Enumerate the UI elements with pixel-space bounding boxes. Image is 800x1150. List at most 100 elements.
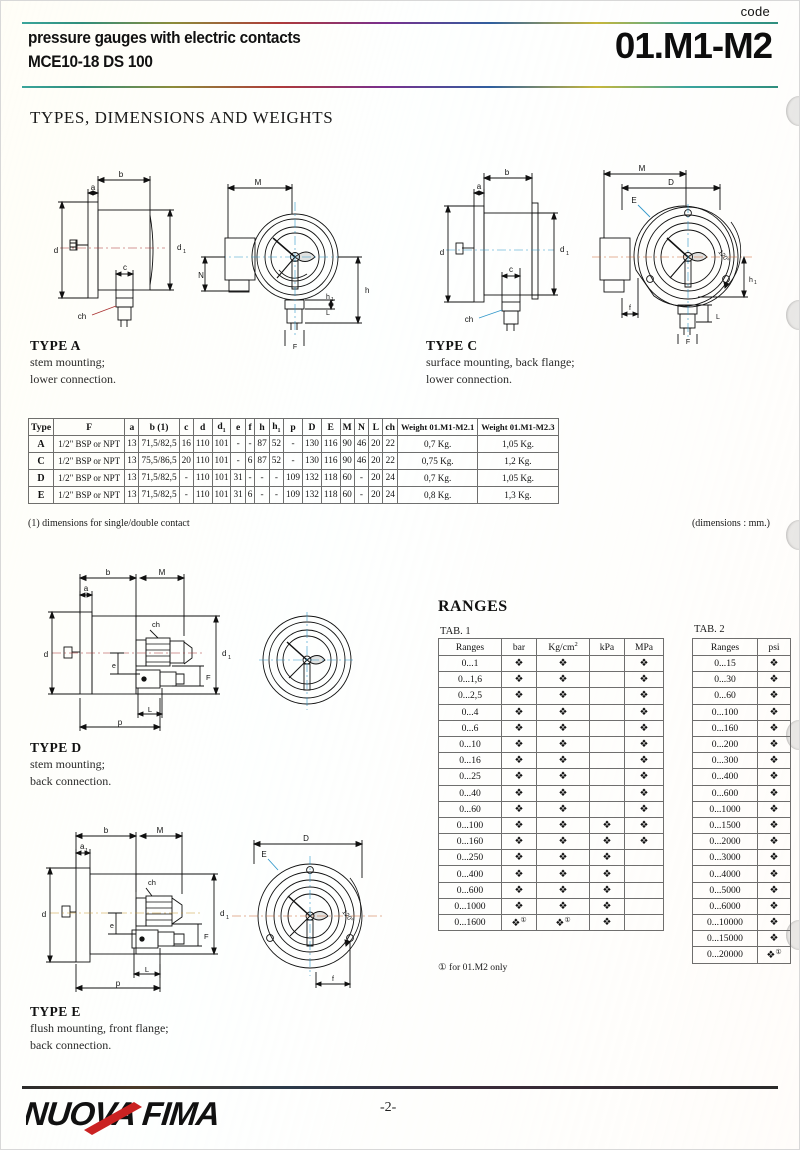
cell-mpa: ❖ [624, 687, 664, 705]
type-caption-c: TYPE C surface mounting, back flange; lo… [426, 338, 575, 389]
cell-p: 109 [283, 486, 303, 504]
table-header-row: Type F a b (1) c d d1 e f h h1 p D E M N… [27, 418, 559, 436]
cell-F: 1/2" BSP or NPT [53, 452, 126, 470]
cell-w3: 1,05 Kg. [477, 469, 559, 487]
cell-h: 87 [254, 435, 270, 453]
cell-D: 132 [301, 469, 322, 487]
cell-bar: ❖ [501, 752, 537, 770]
table-row: 0...15000 ❖ [692, 930, 791, 948]
cell-kpa [589, 768, 625, 786]
cell-kgcm2: ❖ [536, 881, 590, 899]
svg-text:d: d [220, 909, 224, 918]
table-row: 0...400 ❖ ❖ ❖ [438, 865, 664, 883]
svg-text:F: F [206, 673, 211, 682]
type-e-name: TYPE E [30, 1004, 81, 1019]
cell-F: 1/2" BSP or NPT [53, 486, 126, 504]
cell-psi: ❖ [757, 816, 791, 835]
table-row: 0...1500 ❖ [692, 816, 791, 835]
cell-mpa: ❖ [624, 654, 664, 673]
col-M: M [339, 418, 355, 436]
tab1-col-bar: bar [501, 638, 537, 656]
cell-range: 0...4000 [692, 865, 758, 883]
cell-kgcm2: ❖ [536, 800, 590, 818]
table-row: 0...16 ❖ ❖ ❖ [438, 752, 664, 770]
svg-text:e: e [112, 663, 116, 670]
header-title-line2: MCE10-18 DS 100 [28, 52, 153, 71]
type-a-name: TYPE A [30, 338, 81, 353]
cell-kpa: ❖ [589, 881, 625, 899]
table-row: D 1/2" BSP or NPT 13 71,5/82,5-110 101 31- - -1… [27, 469, 559, 487]
table-row: 0...200 ❖ [692, 735, 791, 754]
svg-text:1: 1 [754, 280, 757, 286]
dim-label-ch: ch [78, 312, 86, 321]
cell-a: 13 [124, 469, 140, 487]
cell-bar: ❖ [501, 719, 537, 737]
svg-text:f: f [332, 976, 334, 983]
cell-d1: 101 [211, 452, 232, 470]
drawing-type-d-front [245, 600, 370, 720]
cell-h1: - [268, 486, 285, 504]
col-c: c [178, 418, 194, 436]
cell-mpa: ❖ [624, 719, 664, 737]
table-row: 0...40 ❖ ❖ ❖ [438, 784, 664, 802]
ranges-table-2: Ranges psi 0...15 ❖ 0...30 ❖ 0...60 ❖ 0...100 ❖… [692, 638, 791, 964]
drawing-type-e-side: b M a 1 d d 1 e F L p ch [32, 822, 240, 1000]
cell-f: - [244, 435, 256, 453]
col-ch: ch [382, 418, 399, 436]
ranges-title: RANGES [438, 598, 508, 615]
cell-range: 0...400 [692, 768, 758, 786]
cell-N: - [353, 486, 370, 504]
svg-text:ch: ch [152, 620, 160, 629]
cell-b: 71,5/82,5 [138, 486, 180, 504]
cell-bar: ❖ [501, 735, 537, 754]
table-row: 0...25 ❖ ❖ ❖ [438, 768, 664, 786]
dim-label-d1-sub: 1 [183, 249, 186, 255]
cell-range: 0...1,6 [438, 671, 502, 689]
cell-psi: ❖ [757, 752, 791, 770]
table-row: E 1/2" BSP or NPT 13 71,5/82,5-110 101 31 6- -1… [27, 486, 559, 504]
cell-E: 116 [320, 452, 341, 470]
col-h: h [254, 418, 270, 436]
cell-kpa [589, 752, 625, 770]
col-D: D [301, 418, 322, 436]
col-weight-3: Weight 01.M1-M2.3 [477, 418, 559, 436]
table-row: 0...60 ❖ [692, 687, 791, 705]
svg-text:d: d [42, 910, 46, 919]
cell-e: 31 [230, 486, 246, 504]
cell-c: - [178, 469, 194, 487]
cell-N: 46 [353, 435, 370, 453]
cell-F: 1/2" BSP or NPT [53, 435, 126, 453]
cell-w1: 0,8 Kg. [397, 486, 479, 504]
company-logo: NUOVA FIMA [22, 1094, 316, 1136]
cell-kpa [589, 654, 625, 673]
type-c-name: TYPE C [426, 338, 478, 353]
cell-bar: ❖ [501, 671, 537, 689]
type-c-desc2: lower connection. [426, 372, 512, 387]
cell-range: 0...400 [438, 865, 502, 883]
svg-text:e: e [110, 923, 114, 930]
cell-psi: ❖ [757, 833, 791, 851]
cell-a: 13 [124, 435, 140, 453]
table-row: A 1/2" BSP or NPT 13 71,5/82,5 16 110 101- -87 5… [27, 435, 559, 453]
cell-L: 20 [368, 486, 384, 504]
table-row: 0...600 ❖ [692, 784, 791, 802]
table-row: 0...300 ❖ [692, 752, 791, 770]
cell-mpa [624, 865, 664, 883]
cell-h: 87 [254, 452, 270, 470]
cell-kgcm2: ❖ [536, 687, 590, 705]
table-row: 0...160 ❖ ❖ ❖ ❖ [438, 833, 664, 851]
tab2-col-ranges: Ranges [692, 638, 758, 656]
cell-c: - [178, 486, 194, 504]
scan-artifact-hole [786, 300, 800, 330]
cell-D: 132 [301, 486, 322, 504]
table-row: 0...1600 ❖① ❖① ❖ [438, 913, 664, 932]
col-f: f [244, 418, 256, 436]
table-row: 0...60 ❖ ❖ ❖ [438, 800, 664, 818]
svg-text:a: a [477, 182, 482, 191]
table-row: 0...3000 ❖ [692, 849, 791, 867]
cell-psi: ❖ [757, 703, 791, 721]
cell-range: 0...250 [438, 849, 502, 867]
cell-mpa: ❖ [624, 816, 664, 835]
cell-range: 0...15 [692, 654, 758, 673]
col-e: e [230, 418, 246, 436]
